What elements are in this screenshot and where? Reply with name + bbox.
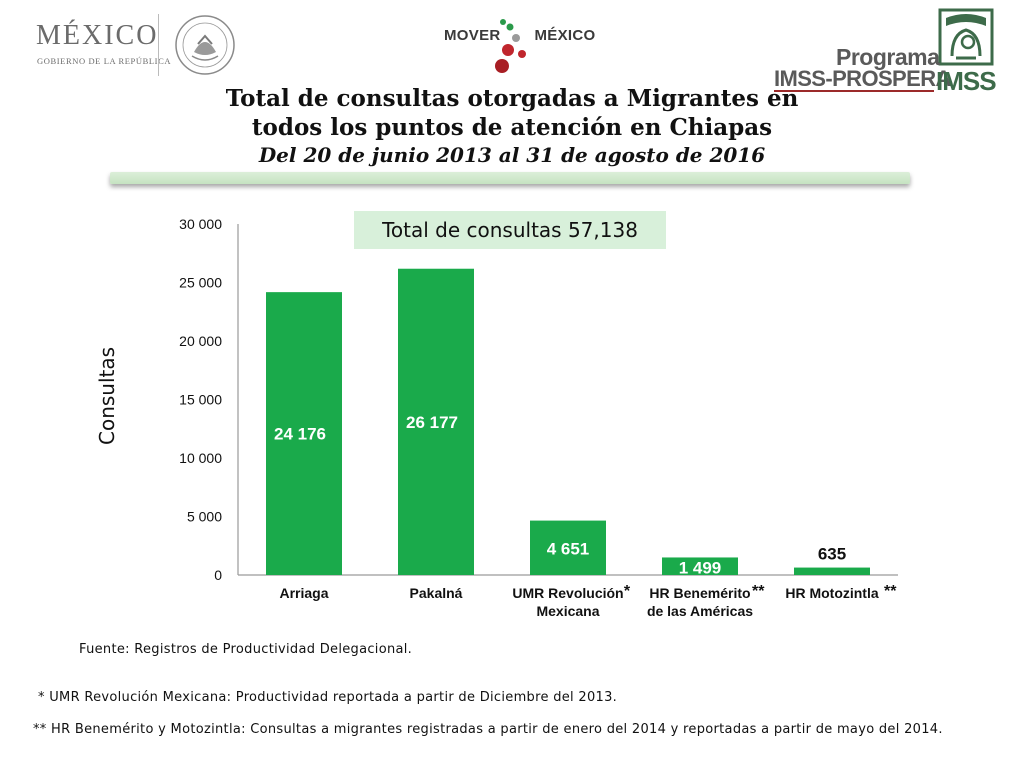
page-title: Total de consultas otorgadas a Migrantes… (100, 84, 924, 168)
total-consultas-label: Total de consultas 57,138 (382, 218, 638, 242)
source-note: Fuente: Registros de Productividad Deleg… (79, 642, 413, 657)
footnote-mark: ** (752, 583, 765, 600)
gobierno-mexico-logo: MÉXICO GOBIERNO DE LA REPÚBLICA (30, 14, 270, 76)
bar (398, 268, 474, 575)
footnote-hr: ** HR Benemérito y Motozintla: Consultas… (33, 722, 943, 737)
title-underline-bar (110, 172, 910, 184)
imss-programa-text: Programa (836, 44, 940, 70)
bar-value-label: 24 176 (274, 425, 326, 444)
y-axis-title: Consultas (95, 346, 119, 445)
y-tick-label: 30 000 (179, 216, 222, 232)
mexico-logo-subtitle: GOBIERNO DE LA REPÚBLICA (37, 56, 172, 66)
x-tick-label: Mexicana (536, 603, 599, 619)
bar (662, 557, 738, 575)
y-tick-label: 20 000 (179, 333, 222, 349)
x-tick-label: UMR Revolución (512, 585, 623, 601)
bar (794, 567, 870, 575)
mexico-word: MÉXICO (534, 27, 596, 44)
y-tick-label: 15 000 (179, 392, 222, 408)
mover-word: MOVER (444, 27, 501, 44)
mover-mexico-wordmark: MOVER MÉXICO (444, 27, 596, 44)
y-tick-label: 0 (214, 567, 222, 583)
imss-prospera-logo: Programa IMSS-PROSPERA IMSS (770, 6, 1000, 96)
total-consultas-box: Total de consultas 57,138 (354, 211, 666, 249)
bar-value-label: 26 177 (406, 413, 458, 432)
mover-mexico-dots-icon (495, 19, 526, 73)
mexico-logo-word: MÉXICO (36, 20, 159, 51)
title-line-2: todos los puntos de atención en Chiapas (251, 114, 773, 141)
footnote-mark: ** (884, 583, 897, 600)
logo-divider (158, 14, 159, 76)
bar-value-label: 635 (818, 545, 846, 564)
y-tick-label: 10 000 (179, 450, 222, 466)
page-subtitle: Del 20 de junio 2013 al 31 de agosto de … (258, 143, 766, 167)
footnote-umr: * UMR Revolución Mexicana: Productividad… (38, 690, 618, 705)
bar (530, 520, 606, 575)
title-line-1: Total de consultas otorgadas a Migrantes… (225, 85, 799, 112)
imss-prospera-text: IMSS-PROSPERA (774, 66, 951, 91)
national-seal-icon (175, 15, 235, 75)
imss-wordmark: IMSS (936, 66, 997, 96)
imss-emblem-icon (938, 8, 994, 66)
x-tick-label: Pakalná (410, 585, 463, 601)
bar-value-label: 4 651 (547, 540, 590, 559)
bar-value-label: 1 499 (679, 558, 722, 577)
x-tick-label: Arriaga (279, 585, 328, 601)
x-tick-label: HR Benemérito (649, 585, 750, 601)
bar (266, 292, 342, 575)
mover-mexico-logo: MOVER MÉXICO (444, 14, 604, 78)
x-tick-label: de las Américas (647, 603, 753, 619)
x-tick-label: HR Motozintla (785, 585, 879, 601)
y-tick-label: 5 000 (187, 509, 222, 525)
y-tick-label: 25 000 (179, 275, 222, 291)
footnote-mark: * (624, 583, 631, 600)
imss-underline (774, 90, 934, 92)
